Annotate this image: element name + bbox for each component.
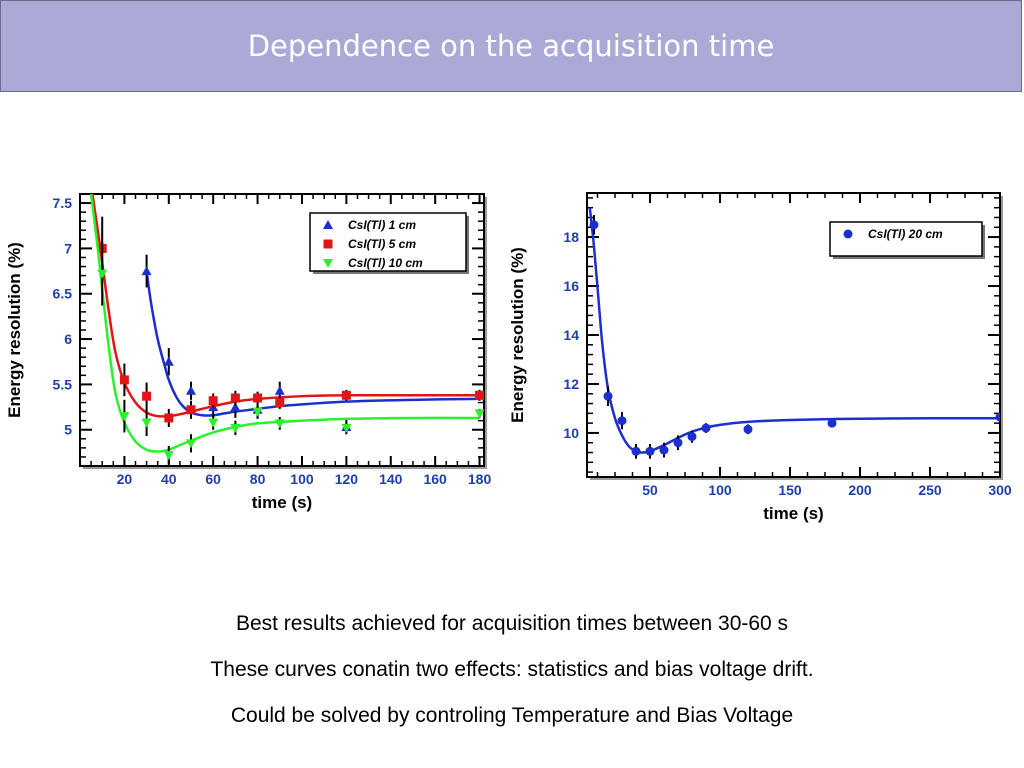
data-point — [687, 432, 697, 442]
data-point — [275, 398, 285, 408]
data-point — [673, 438, 683, 448]
data-point — [97, 269, 108, 279]
y-axis-label: Energy resolution (%) — [5, 242, 24, 418]
legend-marker — [843, 229, 853, 239]
y-tick-label: 7 — [64, 240, 72, 256]
data-point — [341, 390, 351, 400]
y-tick-label: 6 — [64, 331, 72, 347]
plot-area: 50 100 150 200 250 300 10 12 14 16 18 time (s) Energ… — [508, 192, 1012, 523]
slide-title: Dependence on the acquisition time — [247, 29, 775, 63]
y-tick-label: 5 — [64, 422, 72, 438]
y-tick-label: 7.5 — [53, 195, 73, 211]
legend-marker — [323, 259, 333, 268]
data-point — [119, 412, 130, 422]
legend-marker — [323, 239, 333, 249]
data-point — [274, 419, 285, 429]
data-point — [995, 412, 1000, 422]
data-point — [230, 423, 241, 433]
y-tick-label: 10 — [563, 425, 579, 441]
y-tick-label: 18 — [563, 229, 579, 245]
caption-solution: Could be solved by controling Temperatur… — [230, 704, 794, 727]
data-point — [827, 418, 837, 428]
caption-two-effects: These curves conatin two effects: statis… — [210, 658, 814, 681]
y-tick-label: 6.5 — [53, 286, 73, 302]
y-tick-label: 16 — [563, 278, 579, 294]
y-axis-label: Energy resolution (%) — [508, 247, 527, 423]
data-point — [186, 405, 196, 415]
caption-best-results: Best results achieved for acquisition ti… — [235, 612, 789, 635]
legend-label: CsI(Tl) 1 cm — [348, 218, 416, 232]
x-tick-label: 100 — [290, 471, 314, 487]
data-point — [475, 390, 484, 400]
data-point — [185, 385, 196, 395]
data-point — [185, 439, 196, 449]
data-point — [141, 418, 152, 428]
x-tick-label: 150 — [778, 482, 802, 498]
y-tick-label: 14 — [563, 327, 579, 343]
data-point — [164, 413, 174, 423]
data-point — [603, 391, 613, 401]
energy-resolution-chart-20cm: 50 100 150 200 250 300 10 12 14 16 18 time (s) Energ… — [508, 192, 1012, 523]
y-tick-label: 12 — [563, 376, 579, 392]
data-point — [253, 393, 263, 403]
data-point — [252, 407, 263, 417]
x-axis-label: time (s) — [252, 493, 312, 512]
data-point — [208, 418, 219, 428]
data-point — [743, 424, 753, 434]
x-tick-label: 120 — [335, 471, 359, 487]
legend: CsI(Tl) 1 cm CsI(Tl) 5 cm CsI(Tl) 10 cm — [309, 212, 469, 274]
data-point — [617, 416, 627, 426]
x-tick-label: 20 — [117, 471, 133, 487]
data-point — [141, 266, 152, 276]
x-tick-label: 100 — [708, 482, 732, 498]
x-tick-label: 200 — [848, 482, 872, 498]
data-point — [589, 220, 599, 230]
title-bar: Dependence on the acquisition time — [0, 0, 1022, 92]
legend-marker — [323, 220, 333, 229]
data-point — [474, 409, 484, 419]
x-tick-label: 140 — [379, 471, 403, 487]
legend-label: CsI(Tl) 5 cm — [348, 237, 416, 251]
data-point — [341, 423, 352, 433]
x-tick-label: 80 — [250, 471, 266, 487]
legend: CsI(Tl) 20 cm — [829, 221, 985, 259]
energy-resolution-chart-small-crystals: 20 40 60 80 100 120 140 160 180 5 5.5 6 6.5 7 7.5 time … — [5, 193, 492, 512]
data-point — [142, 391, 152, 401]
legend-label: CsI(Tl) 20 cm — [868, 227, 943, 241]
data-point — [701, 423, 711, 433]
x-tick-label: 50 — [642, 482, 658, 498]
data-point — [230, 393, 240, 403]
legend-box — [309, 212, 467, 272]
x-tick-label: 160 — [423, 471, 447, 487]
y-tick-label: 5.5 — [53, 376, 73, 392]
series-csi-tl-20-cm — [588, 207, 1000, 459]
x-tick-label: 180 — [468, 471, 492, 487]
data-point — [163, 451, 174, 461]
x-tick-label: 60 — [205, 471, 221, 487]
data-point — [163, 356, 174, 366]
data-point — [274, 385, 285, 395]
data-point — [645, 446, 655, 456]
series-csi-tl-10-cm — [89, 194, 484, 465]
x-tick-label: 40 — [161, 471, 177, 487]
x-tick-label: 300 — [988, 482, 1012, 498]
data-point — [230, 402, 241, 412]
legend-box — [829, 221, 983, 257]
x-tick-label: 250 — [918, 482, 942, 498]
fit-curve-csi-tl-1-cm — [145, 270, 480, 417]
data-point — [631, 446, 641, 456]
x-axis-label: time (s) — [763, 504, 823, 523]
plot-area: 20 40 60 80 100 120 140 160 180 5 5.5 6 6.5 7 7.5 time … — [5, 193, 492, 512]
data-point — [208, 396, 218, 406]
data-point — [659, 445, 669, 455]
legend-label: CsI(Tl) 10 cm — [348, 256, 423, 270]
data-point — [119, 375, 129, 385]
